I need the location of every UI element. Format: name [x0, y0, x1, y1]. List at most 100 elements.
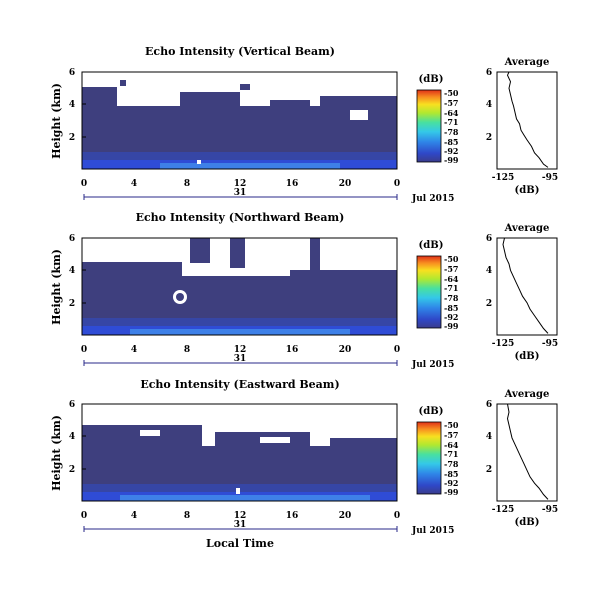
x-tick-label: 0: [81, 511, 87, 521]
profile-frame: [496, 403, 558, 502]
y-tick-label: 4: [69, 100, 75, 110]
average-profile: Average 6 4 2 -125 -95 (dB): [486, 57, 558, 196]
colorbar-tick: -64: [444, 440, 459, 450]
colorbar-unit: (dB): [419, 240, 444, 251]
x-tick-label: 16: [286, 345, 299, 355]
x-tick-label: 0: [81, 345, 87, 355]
y-tick-label: 6: [69, 68, 75, 78]
profile-x-tick: -125: [492, 339, 515, 349]
x-ticks: 0 4 8 12 16 20 0: [81, 511, 400, 521]
profile-x-tick: -95: [542, 339, 558, 349]
y-axis-label: Height (km): [50, 83, 63, 159]
profile-x-tick: -125: [492, 173, 515, 183]
plot-frame: [81, 403, 398, 502]
profile-title: Average: [504, 57, 550, 68]
profile-y-tick: 6: [486, 234, 492, 244]
date-day: 31: [234, 188, 247, 198]
x-tick-label: 0: [394, 511, 400, 521]
colorbar-tick: -64: [444, 274, 459, 284]
y-tick-label: 4: [69, 432, 75, 442]
colorbar: (dB) -50 -57 -64 -71 -78 -85 -92 -99: [416, 406, 459, 497]
date-day: 31: [234, 520, 247, 530]
colorbar-tick: -78: [444, 293, 459, 303]
colorbar-tick: -64: [444, 108, 459, 118]
x-tick-label: 4: [131, 345, 137, 355]
x-tick-label: 4: [131, 511, 137, 521]
colorbar-tick: -57: [444, 98, 458, 108]
profile-frame: [496, 237, 558, 336]
x-tick-label: 0: [81, 179, 87, 189]
colorbar-tick: -71: [444, 449, 458, 459]
x-tick-label: 12: [234, 179, 247, 189]
y-axis-label: Height (km): [50, 249, 63, 325]
heatmap: [82, 404, 397, 501]
x-tick-label: 20: [339, 345, 352, 355]
x-ticks: 0 4 8 12 16 20 0: [81, 345, 400, 355]
colorbar-unit: (dB): [419, 406, 444, 417]
x-tick-label: 0: [394, 179, 400, 189]
date-month: Jul 2015: [411, 194, 454, 204]
colorbar-tick: -71: [444, 283, 458, 293]
colorbar-tick: -57: [444, 430, 458, 440]
panel-eastward: Echo Intensity (Eastward Beam) Height (k…: [50, 378, 558, 550]
colorbar-tick: -85: [444, 137, 458, 147]
profile-y-tick: 2: [486, 465, 492, 475]
x-tick-label: 8: [184, 345, 190, 355]
x-tick-label: 20: [339, 511, 352, 521]
y-tick-label: 4: [69, 266, 75, 276]
colorbar-tick: -99: [444, 155, 459, 165]
profile-xlabel: (dB): [515, 351, 540, 362]
y-ticks: 6 4 2: [69, 400, 86, 475]
x-tick-label: 4: [131, 179, 137, 189]
y-axis-label: Height (km): [50, 415, 63, 491]
x-ticks: 0 4 8 12 16 20 0: [81, 179, 400, 189]
colorbar-tick: -92: [444, 312, 458, 322]
x-tick-label: 8: [184, 511, 190, 521]
colorbar: (dB) -50 -57 -64 -71 -78 -85 -92 -99: [416, 240, 459, 331]
date-axis: 31 Jul 2015: [83, 188, 454, 204]
profile-title: Average: [504, 223, 550, 234]
profile-x-tick: -95: [542, 173, 558, 183]
colorbar-tick: -50: [444, 254, 459, 264]
profile-y-tick: 2: [486, 299, 492, 309]
profile-title: Average: [504, 389, 550, 400]
colorbar-tick: -50: [444, 420, 459, 430]
profile-x-tick: -125: [492, 505, 515, 515]
profile-y-tick: 4: [486, 100, 492, 110]
colorbar-tick: -85: [444, 303, 458, 313]
panel-title: Echo Intensity (Eastward Beam): [140, 378, 339, 391]
x-tick-label: 20: [339, 179, 352, 189]
colorbar-tick: -92: [444, 146, 458, 156]
x-tick-label: 12: [234, 511, 247, 521]
heatmap: [82, 72, 397, 169]
x-axis-label: Local Time: [206, 537, 274, 550]
profile-line: [506, 71, 549, 168]
date-day: 31: [234, 354, 247, 364]
colorbar-tick: -57: [444, 264, 458, 274]
colorbar: (dB) -50 -57 -64 -71 -78 -85 -92 -99: [416, 74, 459, 165]
profile-frame: [496, 71, 558, 170]
colorbar-tick: -78: [444, 459, 459, 469]
panel-title: Echo Intensity (Northward Beam): [136, 211, 345, 224]
profile-y-tick: 6: [486, 68, 492, 78]
x-tick-label: 8: [184, 179, 190, 189]
y-tick-label: 6: [69, 234, 75, 244]
profile-x-tick: -95: [542, 505, 558, 515]
x-tick-label: 16: [286, 179, 299, 189]
y-tick-label: 6: [69, 400, 75, 410]
y-tick-label: 2: [69, 133, 75, 143]
profile-y-tick: 4: [486, 432, 492, 442]
x-tick-label: 12: [234, 345, 247, 355]
colorbar-tick: -50: [444, 88, 459, 98]
panel-vertical: Echo Intensity (Vertical Beam) Height (k…: [50, 45, 558, 204]
profile-y-tick: 6: [486, 400, 492, 410]
profile-xlabel: (dB): [515, 517, 540, 528]
colorbar-tick: -71: [444, 117, 458, 127]
panel-northward: Echo Intensity (Northward Beam) Height (…: [50, 211, 558, 370]
date-month: Jul 2015: [411, 360, 454, 370]
date-axis: 31 Jul 2015: [83, 354, 454, 370]
colorbar-unit: (dB): [419, 74, 444, 85]
colorbar-tick: -99: [444, 321, 459, 331]
date-axis: 31 Jul 2015: [83, 520, 454, 536]
